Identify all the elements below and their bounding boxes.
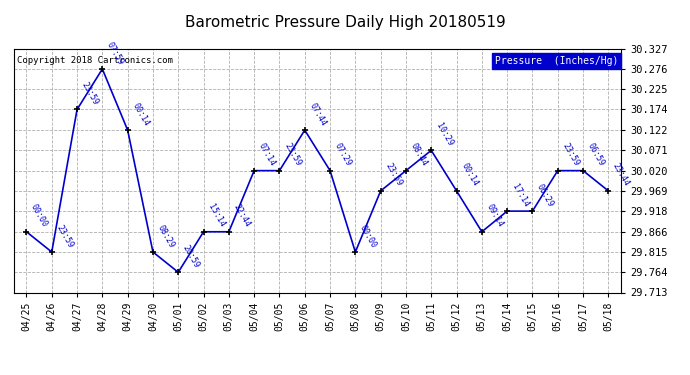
Text: 07:14: 07:14 — [257, 142, 277, 168]
Text: 00:00: 00:00 — [358, 223, 378, 249]
Text: 22:44: 22:44 — [232, 203, 252, 229]
Text: Pressure  (Inches/Hg): Pressure (Inches/Hg) — [495, 56, 618, 66]
Text: 07:29: 07:29 — [333, 142, 353, 168]
Text: 23:59: 23:59 — [560, 142, 581, 168]
Text: 23:59: 23:59 — [55, 223, 75, 249]
Text: 17:14: 17:14 — [510, 182, 530, 209]
Text: 00:14: 00:14 — [130, 101, 150, 128]
Text: 07:44: 07:44 — [308, 101, 328, 128]
Text: 08:44: 08:44 — [408, 142, 429, 168]
Text: 23:59: 23:59 — [282, 142, 302, 168]
Text: Barometric Pressure Daily High 20180519: Barometric Pressure Daily High 20180519 — [185, 15, 505, 30]
Text: 06:29: 06:29 — [535, 182, 555, 209]
Text: Copyright 2018 Cartronics.com: Copyright 2018 Cartronics.com — [17, 56, 172, 65]
Text: 00:14: 00:14 — [460, 162, 480, 188]
Text: 06:59: 06:59 — [586, 142, 606, 168]
Text: 23:44: 23:44 — [611, 162, 631, 188]
Text: 09:14: 09:14 — [484, 203, 505, 229]
Text: 00:00: 00:00 — [29, 203, 50, 229]
Text: 23:59: 23:59 — [80, 81, 100, 107]
Text: 15:14: 15:14 — [206, 203, 226, 229]
Text: 10:29: 10:29 — [434, 122, 454, 148]
Text: 07:59: 07:59 — [105, 40, 126, 66]
Text: 08:29: 08:29 — [156, 223, 176, 249]
Text: 23:59: 23:59 — [384, 162, 404, 188]
Text: 20:59: 20:59 — [181, 243, 201, 270]
